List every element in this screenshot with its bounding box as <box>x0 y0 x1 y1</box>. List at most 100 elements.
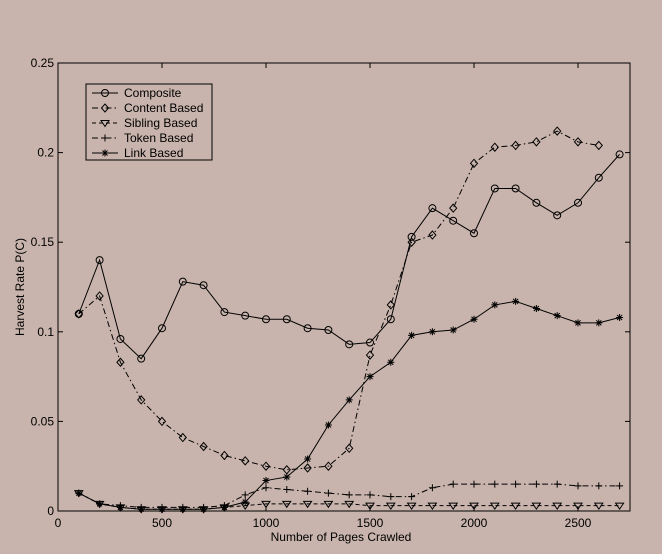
data-point-composite <box>615 150 624 159</box>
data-point-content-based <box>95 291 104 301</box>
data-point-link-based <box>553 312 561 320</box>
data-point-token-based <box>283 485 291 493</box>
data-point-sibling-based <box>448 502 459 511</box>
data-point-link-based <box>220 503 228 511</box>
data-point-token-based <box>408 493 416 501</box>
data-point-token-based <box>241 491 249 499</box>
data-point-composite <box>449 216 458 225</box>
y-tick-label: 0.05 <box>31 414 55 428</box>
data-point-composite <box>95 256 104 265</box>
x-axis-title: Number of Pages Crawled <box>271 530 412 544</box>
data-point-content-based <box>532 137 541 147</box>
data-point-content-based <box>220 450 229 461</box>
data-point-token-based <box>595 482 603 490</box>
data-point-composite <box>282 315 291 324</box>
series-line-token-based <box>78 483 620 508</box>
data-point-token-based <box>262 484 270 492</box>
plot-frame <box>57 62 631 512</box>
data-point-content-based <box>199 441 208 452</box>
data-point-composite <box>490 184 499 193</box>
data-point-composite <box>553 211 562 220</box>
data-point-link-based <box>96 500 104 508</box>
data-point-link-based <box>408 331 416 339</box>
data-point-token-based <box>532 480 540 488</box>
data-point-content-based <box>157 416 167 427</box>
series-link-based <box>75 297 624 513</box>
data-point-token-based <box>553 480 561 488</box>
data-point-sibling-based <box>573 502 583 511</box>
data-point-link-based <box>449 326 457 334</box>
data-point-composite <box>511 184 520 193</box>
data-point-composite <box>262 315 270 324</box>
legend-label-content-based: Content Based <box>124 101 203 115</box>
data-point-link-based <box>491 301 499 309</box>
data-point-link-based <box>116 503 124 511</box>
data-point-composite <box>116 334 125 343</box>
data-point-link-based <box>428 328 436 336</box>
data-point-token-based <box>449 480 457 488</box>
legend-label-link-based: Link Based <box>124 146 183 160</box>
legend-label-composite: Composite <box>124 86 182 100</box>
data-point-content-based <box>386 300 395 310</box>
data-point-composite <box>366 338 374 347</box>
data-point-sibling-based <box>261 500 271 509</box>
data-point-link-based <box>387 358 395 366</box>
data-point-composite <box>178 277 187 286</box>
data-point-link-based <box>345 396 353 404</box>
data-point-content-based <box>178 432 187 443</box>
series-line-composite <box>78 154 620 360</box>
data-point-composite <box>532 198 541 207</box>
data-point-composite <box>158 324 166 333</box>
data-point-token-based <box>491 480 499 488</box>
data-point-composite <box>594 173 603 182</box>
legend-entry-composite: Composite <box>92 86 182 100</box>
data-point-sibling-based <box>489 502 500 511</box>
data-point-sibling-based <box>552 502 563 511</box>
data-point-content-based <box>116 357 125 368</box>
data-point-content-based <box>74 309 83 319</box>
data-point-link-based <box>532 305 540 313</box>
x-tick-label: 2000 <box>461 516 488 530</box>
legend-marker-token-based <box>101 134 109 142</box>
legend-marker-composite <box>101 89 109 97</box>
data-point-link-based <box>470 315 478 323</box>
series-composite <box>74 150 624 363</box>
legend-marker-sibling-based <box>100 120 110 128</box>
x-tick-label: 2500 <box>565 516 592 530</box>
data-point-content-based <box>573 137 583 147</box>
data-point-link-based <box>200 505 208 513</box>
data-point-link-based <box>283 473 291 481</box>
y-tick-label: 0.2 <box>37 146 54 160</box>
legend-box <box>85 83 213 161</box>
data-point-token-based <box>366 491 374 499</box>
legend-entry-sibling-based: Sibling Based <box>92 116 197 130</box>
data-point-link-based <box>75 489 83 497</box>
data-point-sibling-based <box>531 502 542 511</box>
data-point-token-based <box>304 487 312 495</box>
data-point-composite <box>241 311 250 320</box>
data-point-sibling-based <box>281 500 292 509</box>
data-point-composite <box>220 308 229 317</box>
data-point-content-based <box>469 158 479 169</box>
legend-label-token-based: Token Based <box>124 131 193 145</box>
y-tick-label: 0 <box>47 504 54 518</box>
tick-layer: 0 500 1000 1500 2000 2500 0 0.05 0.1 0.15 0.2 0.25 <box>31 56 630 530</box>
data-point-link-based <box>366 373 374 381</box>
data-point-sibling-based <box>510 502 521 511</box>
legend-marker-content-based <box>100 103 110 113</box>
data-point-content-based <box>345 443 354 454</box>
data-point-composite <box>345 340 354 349</box>
data-point-token-based <box>345 491 353 499</box>
data-point-sibling-based <box>344 500 355 509</box>
legend-marker-link-based <box>101 149 109 157</box>
series-content-based <box>74 126 603 475</box>
data-point-link-based <box>179 505 187 513</box>
data-point-composite <box>324 326 333 335</box>
y-tick-label: 0.15 <box>31 235 55 249</box>
data-point-content-based <box>324 461 333 471</box>
y-tick-label: 0.1 <box>37 325 54 339</box>
data-point-link-based <box>137 505 145 513</box>
x-tick-label: 0 <box>55 516 62 530</box>
legend-entry-content-based: Content Based <box>92 101 203 115</box>
